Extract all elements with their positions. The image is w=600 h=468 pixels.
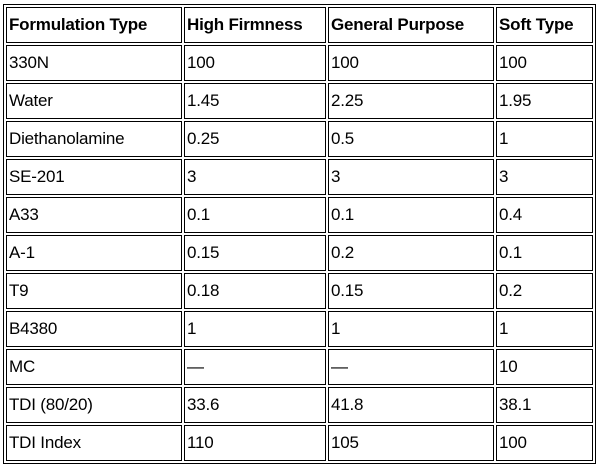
row-label: MC xyxy=(6,349,182,385)
table-cell: 100 xyxy=(496,425,593,461)
table-row: A-1 0.15 0.2 0.1 xyxy=(6,235,593,271)
table-cell: 0.4 xyxy=(496,197,593,233)
row-label: Water xyxy=(6,83,182,119)
table-cell: — xyxy=(184,349,326,385)
table-cell: 33.6 xyxy=(184,387,326,423)
header-cell: General Purpose xyxy=(328,7,494,43)
table-row: 330N 100 100 100 xyxy=(6,45,593,81)
table-row: TDI Index 110 105 100 xyxy=(6,425,593,461)
table-cell: 105 xyxy=(328,425,494,461)
row-label: B4380 xyxy=(6,311,182,347)
row-label: TDI (80/20) xyxy=(6,387,182,423)
table-cell: 100 xyxy=(328,45,494,81)
table-header: Formulation Type High Firmness General Pur… xyxy=(6,7,593,43)
table-cell: 110 xyxy=(184,425,326,461)
table-row: MC — —10 xyxy=(6,349,593,385)
table-cell: 2.25 xyxy=(328,83,494,119)
table-cell: 0.1 xyxy=(328,197,494,233)
table-cell: 1 xyxy=(328,311,494,347)
formulation-table: Formulation Type High Firmness General Pur… xyxy=(3,4,596,464)
table-cell: 0.1 xyxy=(496,235,593,271)
table-row: B4380 1 1 1 xyxy=(6,311,593,347)
table-row: T9 0.18 0.15 0.2 xyxy=(6,273,593,309)
header-row: Formulation Type High Firmness General Pur… xyxy=(6,7,593,43)
table-cell: 3 xyxy=(184,159,326,195)
table-cell: 1.45 xyxy=(184,83,326,119)
table-row: A33 0.1 0.1 0.4 xyxy=(6,197,593,233)
table-cell: 0.2 xyxy=(496,273,593,309)
table-cell: 1 xyxy=(184,311,326,347)
table-cell: 1 xyxy=(496,311,593,347)
table-cell: 0.1 xyxy=(184,197,326,233)
row-label: 330N xyxy=(6,45,182,81)
table-cell: 0.2 xyxy=(328,235,494,271)
row-label: T9 xyxy=(6,273,182,309)
table-cell: 0.18 xyxy=(184,273,326,309)
table-cell: 3 xyxy=(496,159,593,195)
table-cell: 0.15 xyxy=(184,235,326,271)
table-row: Diethanolamine 0.25 0.5 1 xyxy=(6,121,593,157)
table-cell: 0.25 xyxy=(184,121,326,157)
header-cell: Formulation Type xyxy=(6,7,182,43)
table-cell: 100 xyxy=(496,45,593,81)
header-cell: Soft Type xyxy=(496,7,593,43)
table-body: 330N 100 100 100 Water 1.45 2.25 1.95 Diethanola… xyxy=(6,45,593,461)
row-label: A33 xyxy=(6,197,182,233)
table-cell: 100 xyxy=(184,45,326,81)
table-row: TDI (80/20) 33.6 41.8 38.1 xyxy=(6,387,593,423)
table-row: SE-201 3 3 3 xyxy=(6,159,593,195)
table-cell: 0.5 xyxy=(328,121,494,157)
row-label: Diethanolamine xyxy=(6,121,182,157)
table-cell: — xyxy=(328,349,494,385)
table-cell: 1.95 xyxy=(496,83,593,119)
table-cell: 0.15 xyxy=(328,273,494,309)
table-cell: 1 xyxy=(496,121,593,157)
header-cell: High Firmness xyxy=(184,7,326,43)
table-cell: 3 xyxy=(328,159,494,195)
table-row: Water 1.45 2.25 1.95 xyxy=(6,83,593,119)
table-cell: 41.8 xyxy=(328,387,494,423)
table-cell: 38.1 xyxy=(496,387,593,423)
row-label: TDI Index xyxy=(6,425,182,461)
row-label: SE-201 xyxy=(6,159,182,195)
row-label: A-1 xyxy=(6,235,182,271)
table-cell: 10 xyxy=(496,349,593,385)
